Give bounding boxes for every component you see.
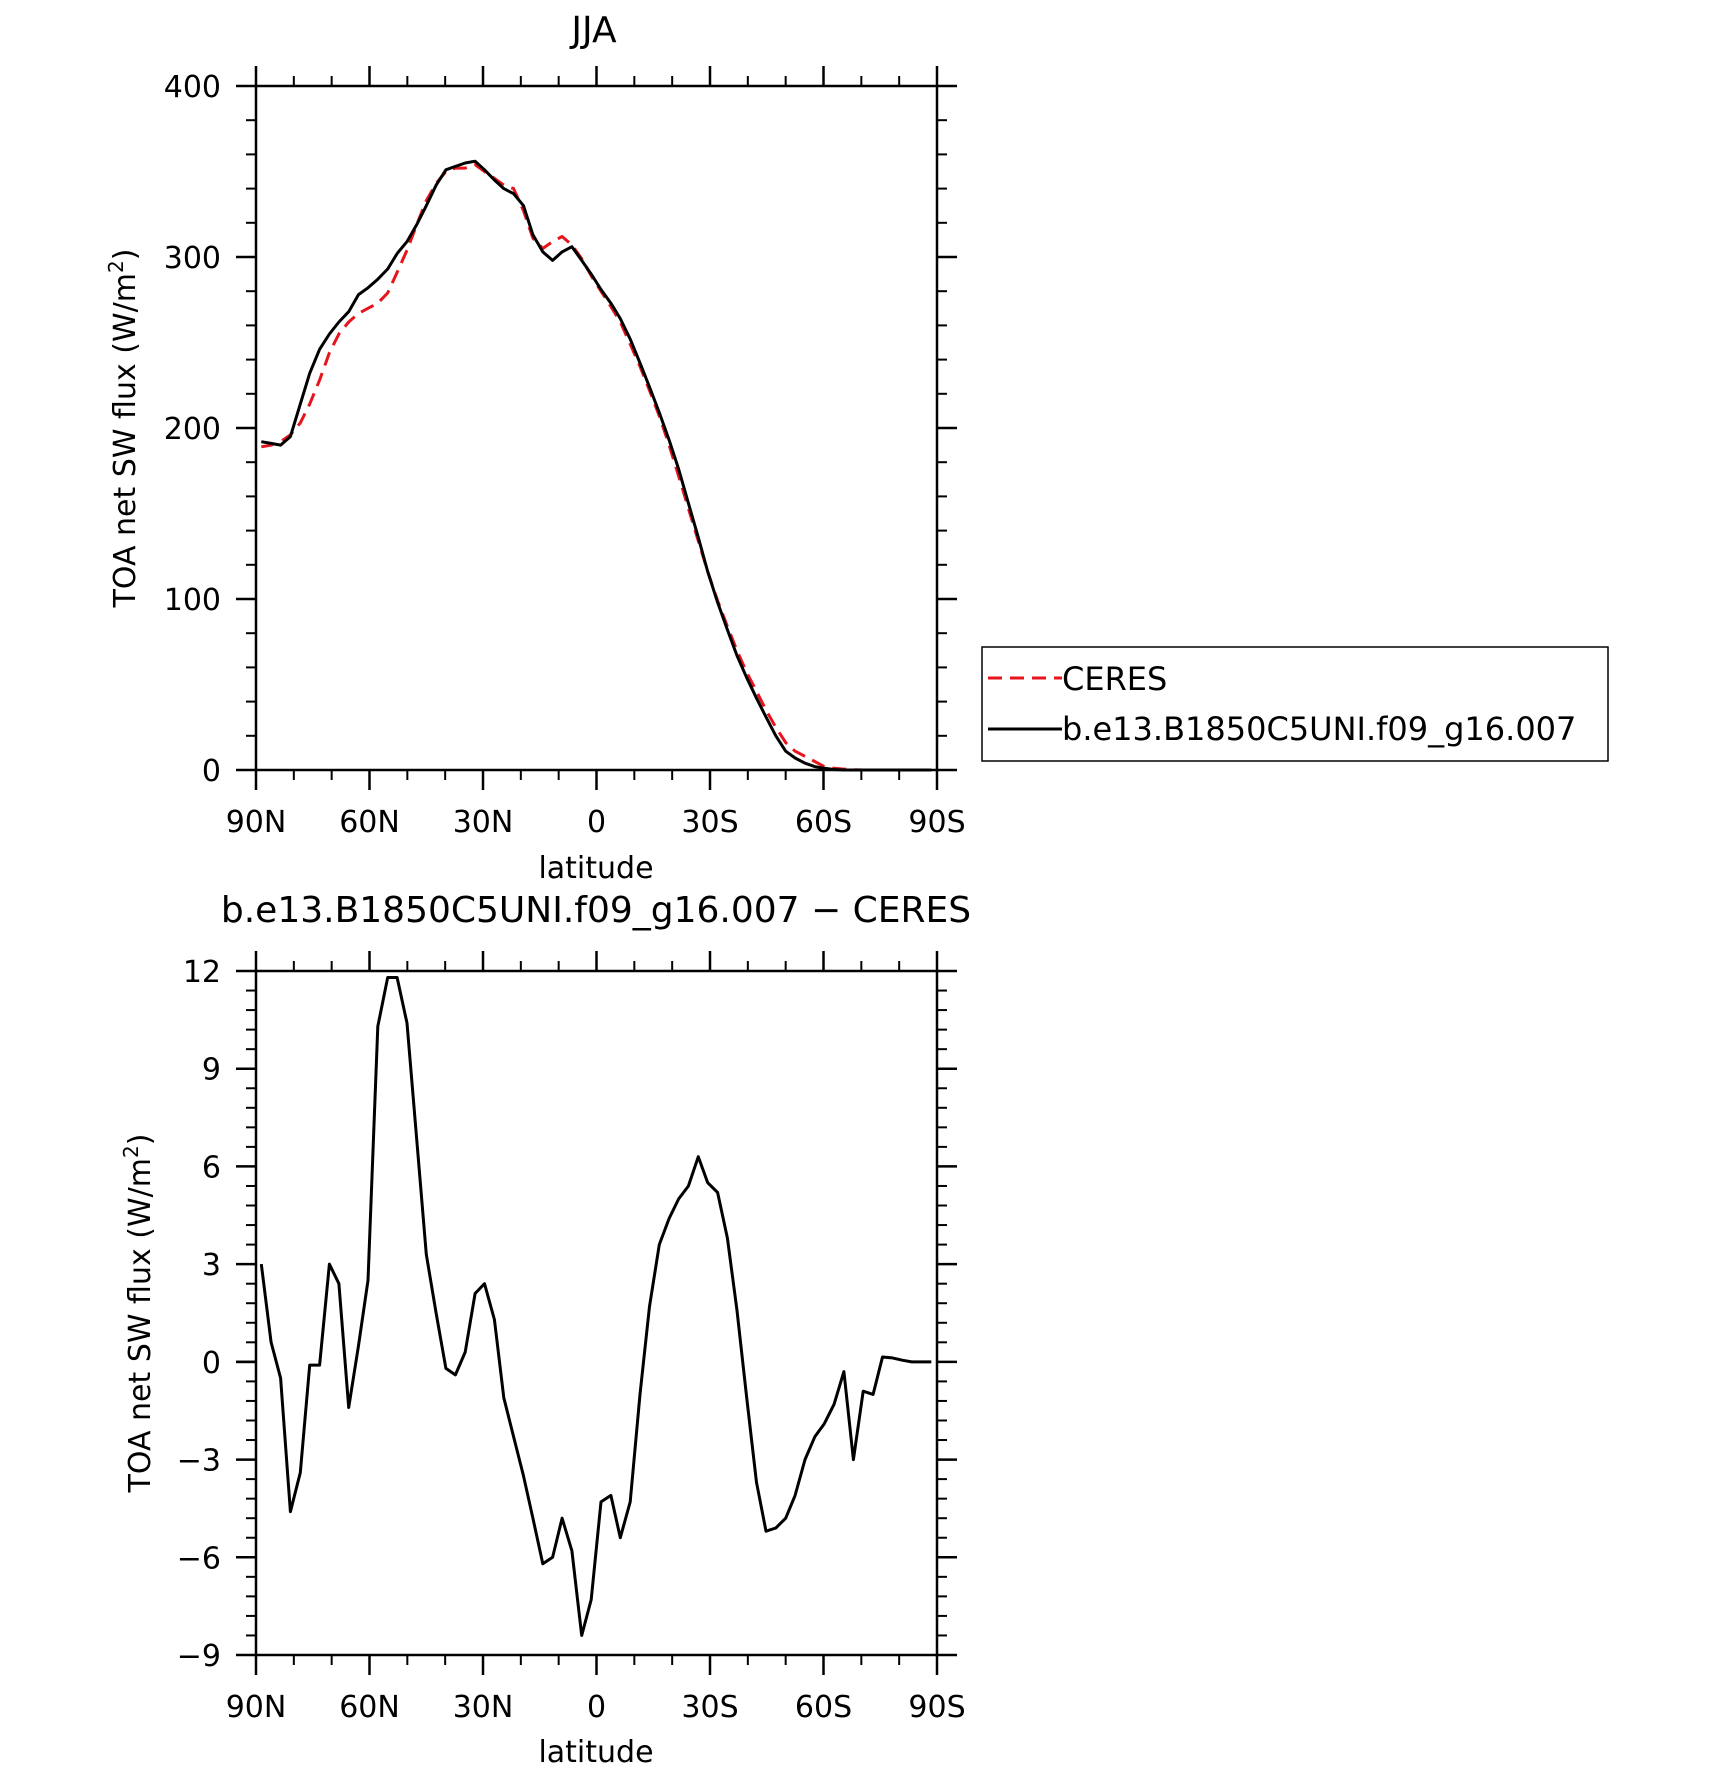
top-y-tick-label: 100: [164, 583, 221, 618]
bottom-y-tick-label: −9: [177, 1639, 221, 1674]
top-y-tick-label: 200: [164, 412, 221, 447]
bottom-series-group: [259, 976, 932, 1637]
bottom-panel: b.e13.B1850C5UNI.f09_g16.007 − CERES 90N…: [119, 890, 971, 1767]
bottom-x-axis-label: latitude: [538, 1735, 653, 1767]
top-x-tick-label: 0: [587, 805, 606, 840]
top-y-axis-label: TOA net SW flux (W/m2): [104, 249, 143, 609]
bottom-y-tick-label: 9: [202, 1053, 221, 1088]
bottom-x-tick-label: 30N: [453, 1690, 514, 1725]
top-chart-title: JJA: [569, 10, 617, 51]
top-ticks: [236, 66, 957, 790]
top-x-axis-label: latitude: [538, 851, 653, 886]
bottom-y-tick-label: 0: [202, 1346, 221, 1381]
top-series-line-0: [261, 163, 932, 772]
legend-label-ceres: CERES: [1062, 660, 1167, 698]
legend-label-model: b.e13.B1850C5UNI.f09_g16.007: [1062, 710, 1576, 748]
top-x-tick-label: 60S: [795, 805, 852, 840]
bottom-x-tick-label: 60N: [339, 1690, 400, 1725]
bottom-x-tick-label: 0: [587, 1690, 606, 1725]
top-series-group: [261, 159, 932, 772]
bottom-x-tick-label: 90S: [908, 1690, 965, 1725]
top-x-tick-label: 60N: [339, 805, 400, 840]
bottom-tick-labels: 90N 60N 30N 0 30S 60S 90S −9 −6 −3 0 3 6 9 12: [177, 955, 966, 1725]
bottom-y-axis-label: TOA net SW flux (W/m2): [119, 1134, 158, 1494]
top-y-tick-label: 400: [164, 70, 221, 105]
bottom-x-tick-label: 60S: [795, 1690, 852, 1725]
legend-box: [981, 646, 1609, 762]
bottom-y-tick-label: 3: [202, 1248, 221, 1283]
bottom-y-tick-label: 12: [183, 955, 221, 990]
top-plot-frame: [254, 84, 939, 772]
bottom-x-tick-label: 90N: [226, 1690, 287, 1725]
top-y-tick-label: 0: [202, 754, 221, 789]
top-x-tick-label: 30S: [681, 805, 738, 840]
top-series-line-1: [261, 159, 932, 772]
bottom-series-line-0: [259, 976, 932, 1637]
top-y-tick-label: 300: [164, 241, 221, 276]
bottom-y-tick-label: −3: [177, 1444, 221, 1479]
top-tick-labels: 90N 60N 30N 0 30S 60S 90S 0 100 200 300 400: [164, 70, 966, 840]
bottom-ticks: [236, 951, 957, 1675]
bottom-chart-title: b.e13.B1850C5UNI.f09_g16.007 − CERES: [221, 890, 971, 931]
bottom-x-tick-label: 30S: [681, 1690, 738, 1725]
bottom-y-tick-label: −6: [177, 1541, 221, 1576]
top-panel: JJA 90N 60N 30N 0 30S 60S 90S 0 100 200 300 400 lat…: [104, 10, 1609, 886]
legend: CERES b.e13.B1850C5UNI.f09_g16.007: [981, 646, 1609, 762]
top-x-tick-label: 90S: [908, 805, 965, 840]
top-x-tick-label: 30N: [453, 805, 514, 840]
top-x-tick-label: 90N: [226, 805, 287, 840]
bottom-y-tick-label: 6: [202, 1150, 221, 1185]
